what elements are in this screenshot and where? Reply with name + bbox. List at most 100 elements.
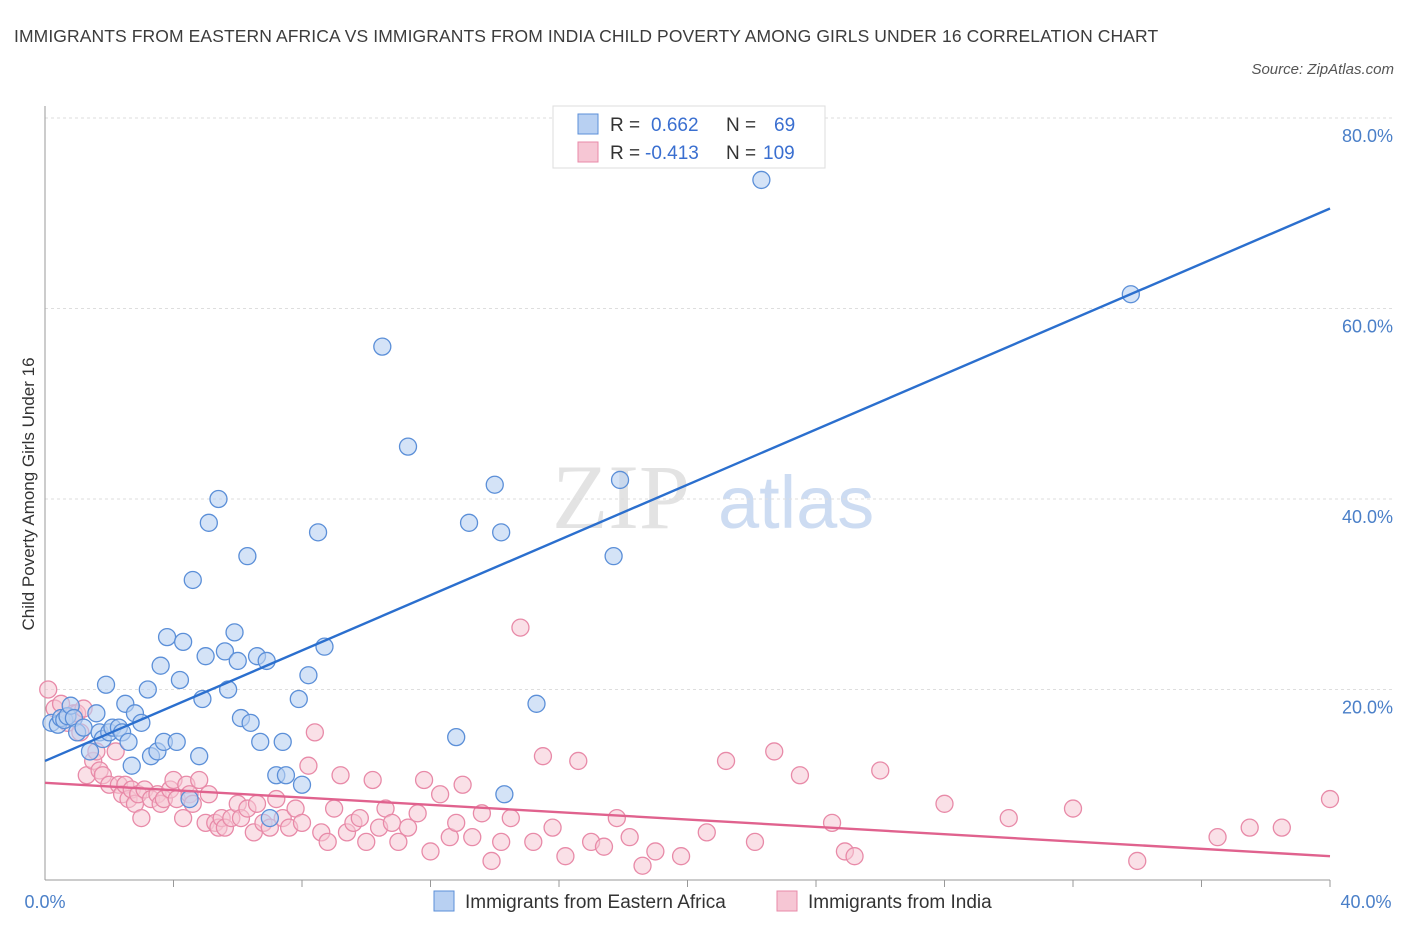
data-point bbox=[604, 547, 623, 566]
data-point bbox=[492, 523, 511, 542]
trend-line-eastern-africa bbox=[44, 207, 1331, 763]
legend-n-label-1: N = bbox=[726, 115, 756, 136]
data-point bbox=[697, 823, 716, 842]
data-point bbox=[106, 742, 125, 761]
data-point bbox=[511, 618, 530, 637]
data-point bbox=[96, 675, 116, 694]
data-point bbox=[569, 751, 588, 771]
data-point bbox=[453, 775, 472, 794]
x-tick-label-max: 40.0% bbox=[1340, 892, 1391, 912]
data-point bbox=[190, 747, 209, 766]
data-point bbox=[845, 847, 864, 866]
data-point bbox=[533, 747, 553, 766]
legend-r-value-1: 0.662 bbox=[651, 115, 699, 136]
data-point bbox=[305, 723, 325, 742]
data-point bbox=[485, 475, 504, 494]
data-point bbox=[167, 732, 186, 752]
data-point bbox=[39, 680, 58, 699]
data-point bbox=[556, 847, 575, 866]
bottom-legend-label-india: Immigrants from India bbox=[808, 892, 992, 913]
data-point bbox=[209, 489, 228, 509]
data-point bbox=[331, 766, 350, 785]
data-point bbox=[173, 632, 193, 652]
data-point bbox=[543, 818, 562, 837]
data-point bbox=[501, 808, 520, 828]
grid-lines bbox=[45, 117, 1392, 690]
data-point bbox=[671, 847, 691, 866]
data-point bbox=[527, 694, 546, 713]
legend-n-value-1: 69 bbox=[774, 115, 795, 136]
y-tick-label: 60.0% bbox=[1342, 317, 1393, 337]
data-point bbox=[430, 785, 450, 804]
data-point bbox=[190, 770, 209, 790]
bottom-legend: Immigrants from Eastern Africa Immigrant… bbox=[433, 890, 992, 913]
data-point bbox=[646, 842, 665, 861]
watermark-atlas: atlas bbox=[718, 461, 874, 544]
data-point bbox=[1128, 851, 1147, 871]
y-tick-labels: 20.0% 40.0% 60.0% 80.0% bbox=[1342, 126, 1393, 718]
data-point bbox=[247, 794, 267, 813]
data-point bbox=[459, 513, 479, 532]
data-point bbox=[752, 170, 771, 190]
bottom-legend-label-eastern-africa: Immigrants from Eastern Africa bbox=[465, 892, 726, 913]
data-point bbox=[292, 775, 312, 794]
y-tick-label: 40.0% bbox=[1342, 507, 1393, 527]
data-point bbox=[935, 794, 954, 813]
data-point bbox=[180, 789, 199, 809]
legend-swatch-blue bbox=[577, 113, 599, 135]
data-point bbox=[225, 623, 244, 642]
trend-line-india bbox=[44, 781, 1331, 858]
data-point bbox=[318, 832, 337, 852]
data-point bbox=[633, 856, 652, 875]
data-point bbox=[495, 785, 514, 804]
data-point bbox=[173, 808, 193, 828]
data-point bbox=[408, 804, 427, 823]
data-point bbox=[1208, 827, 1227, 847]
data-point bbox=[745, 832, 765, 852]
data-point bbox=[389, 832, 408, 852]
data-point bbox=[716, 751, 736, 771]
data-point bbox=[119, 732, 138, 752]
data-point bbox=[1063, 799, 1083, 818]
data-point bbox=[251, 732, 270, 752]
data-point bbox=[463, 827, 482, 847]
data-point bbox=[492, 832, 511, 852]
x-ticks bbox=[173, 880, 1331, 887]
data-point bbox=[132, 808, 151, 828]
data-point bbox=[363, 770, 382, 790]
bottom-legend-swatch-pink bbox=[776, 890, 798, 912]
bottom-legend-swatch-blue bbox=[433, 890, 455, 912]
data-point bbox=[267, 789, 286, 809]
data-point bbox=[241, 713, 260, 732]
data-point bbox=[524, 832, 543, 852]
data-point bbox=[299, 756, 318, 775]
data-point bbox=[765, 742, 784, 761]
data-point bbox=[1272, 818, 1291, 837]
data-point bbox=[1320, 789, 1340, 809]
legend-n-label-2: N = bbox=[726, 143, 756, 164]
data-point bbox=[414, 770, 434, 790]
data-point bbox=[871, 761, 890, 780]
data-point bbox=[357, 832, 376, 852]
trend-lines bbox=[44, 207, 1331, 858]
data-point bbox=[324, 799, 344, 818]
data-point bbox=[1240, 818, 1259, 837]
data-point bbox=[183, 570, 202, 590]
legend-r-label-2: R = bbox=[610, 143, 640, 164]
data-point bbox=[382, 813, 402, 832]
data-point bbox=[215, 642, 235, 661]
series-india-points bbox=[39, 618, 1340, 875]
data-point bbox=[260, 808, 280, 828]
data-point bbox=[790, 766, 810, 785]
data-point bbox=[482, 851, 501, 871]
data-point bbox=[74, 718, 93, 737]
watermark-zip: ZIP bbox=[552, 446, 690, 548]
data-point bbox=[421, 842, 440, 861]
data-point bbox=[238, 547, 257, 566]
data-point bbox=[999, 808, 1018, 828]
data-point bbox=[138, 680, 157, 699]
y-tick-label: 20.0% bbox=[1342, 698, 1393, 718]
data-point bbox=[273, 732, 292, 752]
data-point bbox=[276, 766, 296, 785]
data-point bbox=[350, 808, 369, 828]
